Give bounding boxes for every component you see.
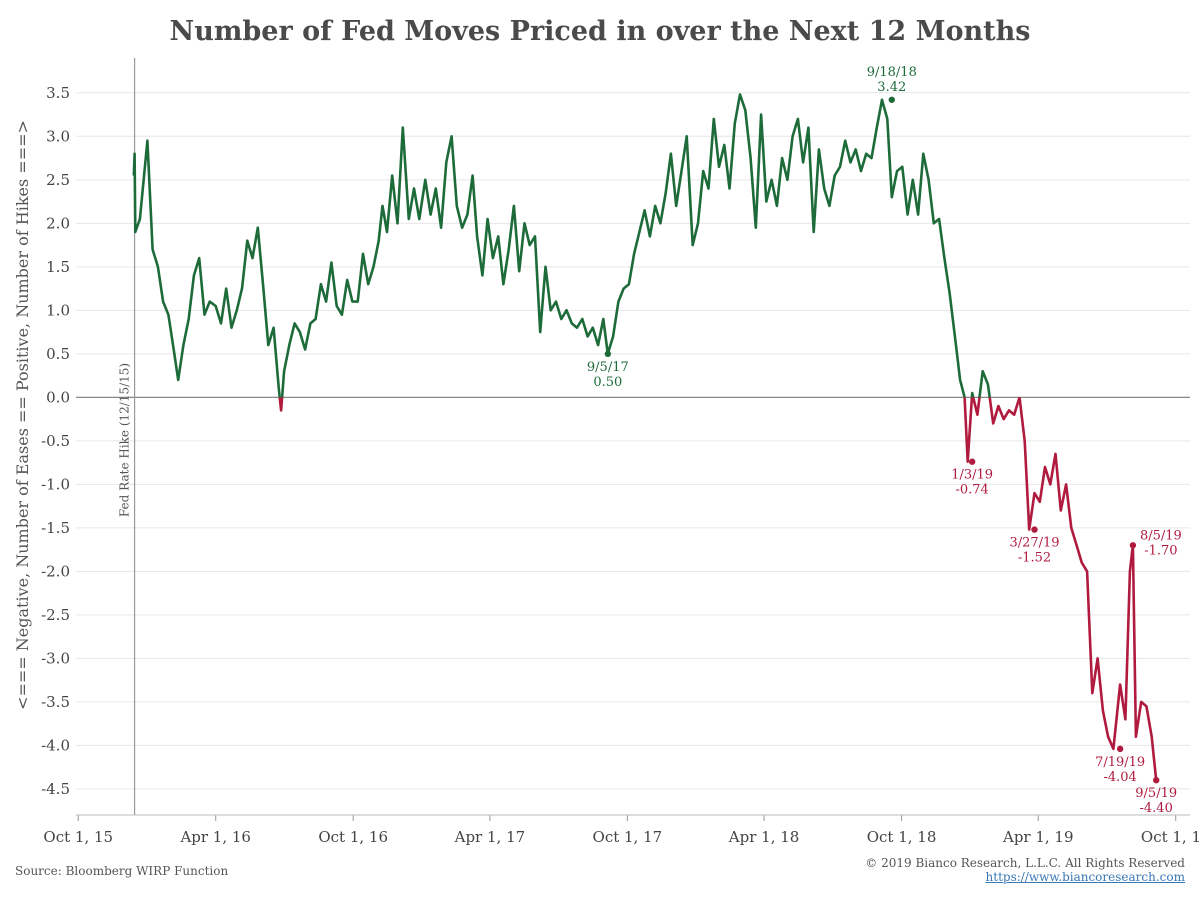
copyright-note: © 2019 Bianco Research, L.L.C. All Right… [865, 856, 1185, 870]
series-line-positive [132, 139, 281, 398]
y-tick-label: 1.5 [46, 258, 70, 276]
annotation-date: 7/19/19 [1095, 755, 1145, 770]
annotation-point [1116, 745, 1124, 753]
series-line-negative [988, 396, 1021, 425]
grid-lines [76, 92, 1190, 790]
annotation-date: 3/27/19 [1009, 536, 1059, 551]
y-tick-label: -0.5 [41, 432, 70, 450]
annotation-point [604, 350, 612, 358]
series-line-positive [978, 369, 991, 398]
annotation-date: 9/5/17 [587, 360, 629, 375]
annotation-value: -4.40 [1140, 801, 1173, 816]
annotation-date: 9/5/19 [1135, 786, 1177, 801]
series-line-negative [1018, 397, 1158, 781]
series-line-positive [970, 391, 975, 398]
series-line-negative [971, 396, 981, 416]
y-tick-label: -1.5 [41, 519, 70, 537]
y-tick-label: -2.0 [41, 562, 70, 580]
annotation-value: 0.50 [593, 375, 622, 390]
annotation-value: -0.74 [955, 483, 988, 498]
annotation-point [968, 458, 976, 465]
y-tick-label: -4.5 [41, 780, 70, 798]
y-tick-label: 1.0 [46, 301, 70, 319]
y-tick-label: -4.0 [41, 736, 70, 754]
y-axis-label: <=== Negative, Number of Eases == Positi… [13, 120, 32, 710]
annotation-point [888, 96, 895, 103]
x-tick-label: Oct 1, 19 [1141, 828, 1200, 846]
x-tick-label: Oct 1, 16 [318, 828, 388, 846]
annotation-date: 8/5/19 [1140, 528, 1182, 543]
y-tick-label: -3.5 [41, 693, 70, 711]
x-tick-label: Oct 1, 15 [43, 828, 113, 846]
annotation-point [1152, 776, 1160, 784]
x-tick-label: Apr 1, 16 [179, 828, 251, 846]
y-tick-label: -1.0 [41, 475, 70, 493]
x-axis-ticks: Oct 1, 15 Apr 1, 16 Oct 1, 16 Apr 1, 17 Oct … [43, 814, 1200, 846]
annotation-point [1031, 526, 1038, 533]
series-line-negative [278, 397, 284, 412]
annotation-value: -1.52 [1018, 551, 1051, 566]
x-tick-label: Apr 1, 19 [1002, 828, 1074, 846]
series-lines [132, 93, 1158, 781]
annotation-point [1129, 542, 1137, 549]
annotation-points: 9/18/183.429/5/170.501/3/19-0.743/27/19-… [587, 65, 1182, 816]
x-tick-label: Oct 1, 17 [593, 828, 663, 846]
y-tick-label: 0.0 [46, 388, 70, 406]
x-tick-label: Apr 1, 17 [454, 828, 526, 846]
series-line-negative [963, 397, 974, 463]
x-tick-label: Oct 1, 18 [867, 828, 937, 846]
y-tick-label: 2.0 [46, 214, 70, 232]
annotation-value: -1.70 [1144, 543, 1177, 558]
x-tick-label: Apr 1, 18 [728, 828, 800, 846]
annotation-date: 1/3/19 [951, 468, 993, 483]
y-tick-label: 2.5 [46, 171, 70, 189]
y-tick-label: 3.0 [46, 127, 70, 145]
website-link[interactable]: https://www.biancoresearch.com [985, 870, 1185, 884]
annotation-date: 9/18/18 [867, 65, 917, 80]
y-tick-label: -3.0 [41, 649, 70, 667]
y-tick-label: 3.5 [46, 84, 70, 102]
annotation-value: -4.04 [1103, 770, 1136, 785]
y-tick-label: 0.5 [46, 345, 70, 363]
chart-title: Number of Fed Moves Priced in over the N… [169, 16, 1031, 47]
y-axis-ticks: 3.5 3.0 2.5 2.0 1.5 1.0 0.5 0.0 -0.5 -1.0 -1.5 -2.0… [41, 84, 70, 798]
source-note: Source: Bloomberg WIRP Function [15, 864, 229, 878]
series-line-positive [280, 93, 966, 398]
y-tick-label: -2.5 [41, 606, 70, 624]
annotation-value: 3.42 [877, 80, 906, 95]
rate-hike-label: Fed Rate Hike (12/15/15) [118, 363, 132, 517]
